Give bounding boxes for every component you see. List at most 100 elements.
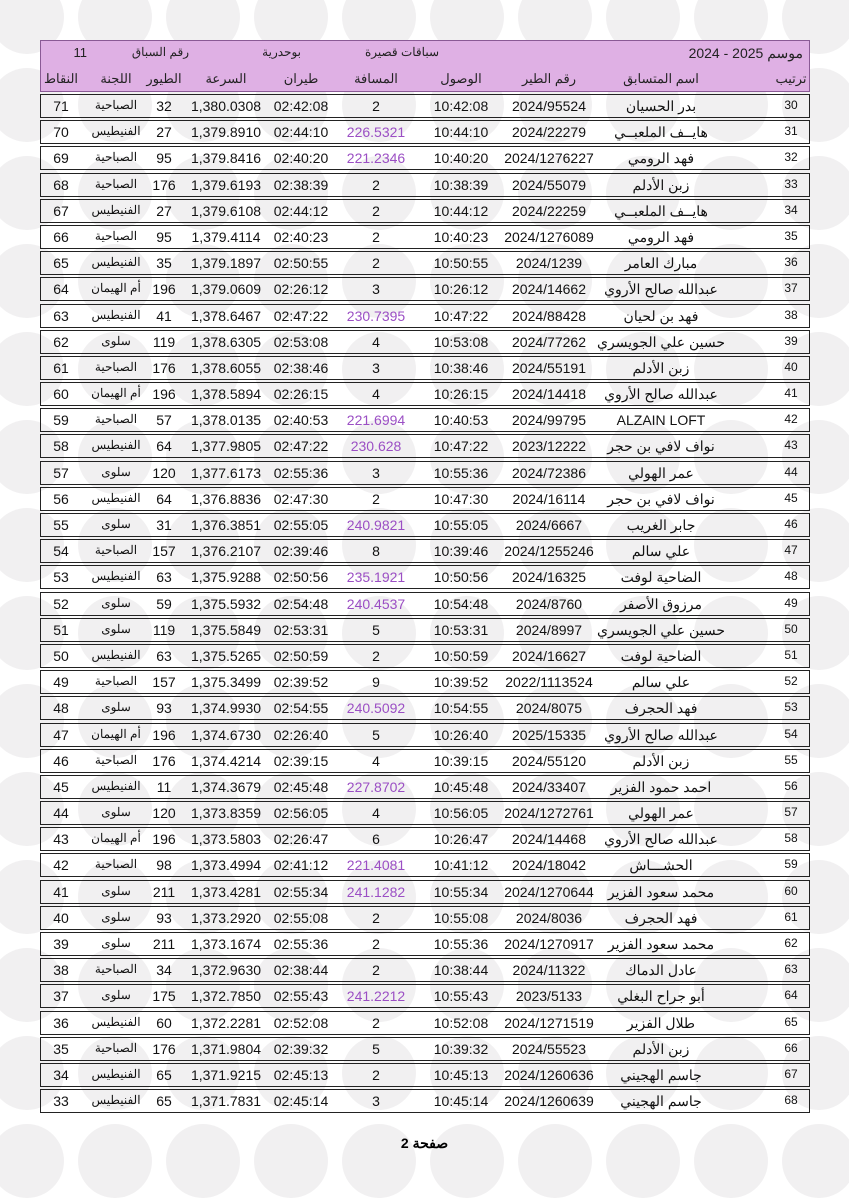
cell-birds: 41 [156, 307, 172, 324]
cell-name: الضاحية لوفت [620, 647, 702, 664]
cell-distance: 221.4081 [346, 857, 406, 874]
cell-rank: 42 [784, 412, 798, 427]
cell-rank: 66 [784, 1040, 798, 1055]
table-row: 31 هايــف الملعبــي 2024/22279 10:44:10 226.… [40, 120, 810, 145]
cell-flight: 02:26:40 [273, 726, 329, 743]
cell-points: 62 [53, 333, 69, 350]
cell-team: سلوى [101, 333, 131, 348]
cell-distance: 2 [372, 255, 380, 272]
cell-name: عمر الهولي [628, 464, 694, 481]
cell-distance: 2 [372, 202, 380, 219]
cell-name: الحشـــاش [629, 857, 693, 874]
cell-ring: 2024/1270644 [504, 883, 594, 900]
column-header-ring: رقم الطير [521, 71, 577, 86]
logo-watermark-circle [782, 244, 849, 318]
cell-points: 36 [53, 1014, 69, 1031]
cell-rank: 37 [784, 281, 798, 296]
logo-watermark-circle [342, 596, 416, 670]
cell-team: الفنيطيس [91, 647, 141, 662]
table-row: 35 فهد الرومي 2024/1276089 10:40:23 2 02:40:2… [40, 224, 810, 249]
cell-arrival: 10:47:22 [433, 438, 489, 455]
cell-points: 70 [53, 124, 69, 141]
cell-ring: 2024/1260636 [504, 1066, 594, 1083]
logo-watermark-circle [782, 156, 849, 230]
cell-team: الصباحية [94, 752, 138, 767]
cell-flight: 02:39:52 [273, 674, 329, 691]
logo-watermark-circle [78, 596, 152, 670]
table-row: 45 نواف لافي بن حجر 2024/16114 10:47:30 2 02:… [40, 486, 810, 511]
cell-arrival: 10:40:23 [433, 228, 489, 245]
column-header-name: اسم المتسابق [623, 71, 699, 86]
cell-speed: 1,371.7831 [190, 1093, 262, 1110]
cell-distance: 2 [372, 490, 380, 507]
cell-flight: 02:40:20 [273, 150, 329, 167]
cell-speed: 1,378.6305 [190, 333, 262, 350]
cell-team: الصباحية [94, 176, 138, 191]
cell-arrival: 10:26:12 [433, 281, 489, 298]
cell-flight: 02:53:31 [273, 621, 329, 638]
logo-watermark-circle [518, 508, 592, 582]
column-header-birds: الطيور [146, 71, 182, 86]
cell-arrival: 10:50:59 [433, 647, 489, 664]
cell-birds: 32 [156, 98, 172, 114]
cell-team: الصباحية [94, 359, 138, 374]
cell-flight: 02:42:08 [273, 98, 329, 114]
cell-arrival: 10:45:14 [433, 1093, 489, 1110]
cell-speed: 1,375.5265 [190, 647, 262, 664]
cell-speed: 1,379.1897 [190, 255, 262, 272]
cell-birds: 211 [152, 936, 176, 952]
cell-ring: 2024/1255246 [504, 543, 594, 560]
cell-rank: 32 [784, 150, 798, 165]
cell-arrival: 10:53:08 [433, 333, 489, 350]
cell-speed: 1,371.9804 [190, 1040, 262, 1057]
cell-speed: 1,378.5894 [190, 386, 262, 403]
cell-ring: 2024/33407 [512, 778, 586, 795]
cell-name: علي سالم [631, 543, 691, 560]
cell-team: سلوى [101, 936, 131, 950]
race-type: سباقات قصيرة [364, 45, 439, 59]
cell-flight: 02:44:12 [273, 202, 329, 219]
logo-watermark-circle [166, 244, 240, 318]
cell-rank: 39 [784, 333, 798, 348]
logo-watermark-circle [0, 772, 64, 846]
cell-flight: 02:26:47 [273, 831, 329, 848]
cell-flight: 02:38:39 [273, 176, 329, 193]
cell-team: الصباحية [94, 674, 138, 689]
race-no: 11 [73, 45, 88, 60]
cell-name: فهد الرومي [627, 228, 695, 245]
cell-flight: 02:39:15 [273, 752, 329, 769]
cell-name: زبن الأدلم [632, 752, 690, 769]
cell-speed: 1,375.9288 [190, 569, 262, 586]
cell-flight: 02:26:12 [273, 281, 329, 298]
cell-points: 58 [53, 438, 69, 455]
cell-name: احمد حمود الفزير [610, 778, 712, 795]
cell-points: 57 [53, 464, 69, 481]
cell-points: 41 [53, 883, 69, 900]
cell-team: سلوى [101, 909, 131, 924]
logo-watermark-circle [606, 1124, 680, 1198]
cell-arrival: 10:26:47 [433, 831, 489, 848]
cell-flight: 02:39:32 [273, 1040, 329, 1057]
logo-watermark-circle [694, 860, 768, 934]
logo-watermark-circle [430, 244, 504, 318]
logo-watermark-circle [0, 244, 64, 318]
cell-ring: 2024/77262 [512, 333, 586, 350]
cell-rank: 65 [784, 1014, 798, 1029]
cell-points: 71 [53, 98, 69, 114]
cell-flight: 02:41:12 [273, 857, 329, 874]
cell-arrival: 10:53:31 [433, 621, 489, 638]
logo-watermark-circle [606, 420, 680, 494]
logo-watermark-circle [430, 772, 504, 846]
cell-rank: 56 [784, 778, 798, 793]
cell-ring: 2024/72386 [512, 464, 586, 481]
cell-birds: 93 [156, 700, 172, 717]
table-row: 50 حسين علي الجويسري 2024/8997 10:53:31 5 02:… [40, 617, 810, 642]
cell-rank: 40 [784, 359, 798, 374]
table-row: 64 أبو جراح البغلي 2023/5133 10:55:43 241.22… [40, 984, 810, 1009]
cell-flight: 02:54:48 [273, 595, 329, 612]
cell-flight: 02:45:14 [273, 1093, 329, 1110]
cell-flight: 02:50:56 [273, 569, 329, 586]
cell-flight: 02:55:43 [273, 988, 329, 1005]
cell-ring: 2024/99795 [512, 412, 586, 429]
